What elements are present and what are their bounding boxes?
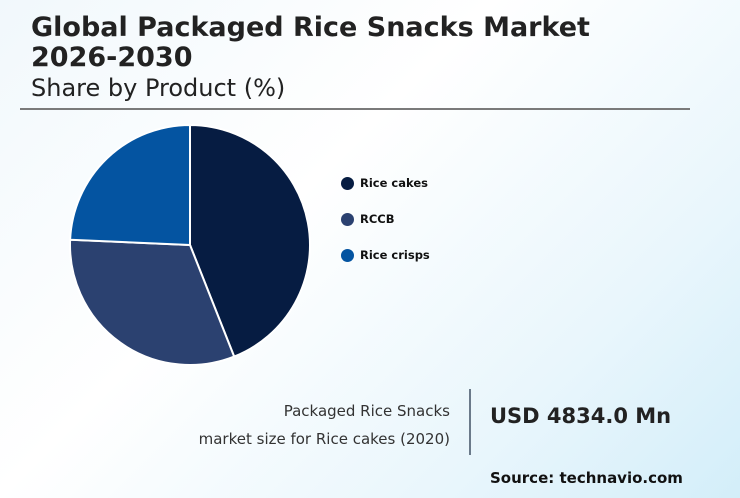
legend-dot-icon xyxy=(341,248,354,262)
legend-label: Rice crisps xyxy=(360,248,430,262)
legend-item-rccb: RCCB xyxy=(341,210,430,228)
legend-item-rice-cakes: Rice cakes xyxy=(341,174,430,192)
pie-chart xyxy=(69,123,311,366)
chart-title: Global Packaged Rice Snacks Market 2026-… xyxy=(31,13,590,73)
pie-slice-rice-cakes xyxy=(189,123,311,358)
legend-dot-icon xyxy=(341,176,354,190)
title-line-2: 2026-2030 xyxy=(31,42,193,73)
header-divider xyxy=(20,108,690,110)
legend-label: RCCB xyxy=(360,212,395,226)
pie-slice-rice-crisps xyxy=(69,123,191,247)
legend-dot-icon xyxy=(341,212,354,226)
chart-subtitle: Share by Product (%) xyxy=(31,74,286,102)
legend-label: Rice cakes xyxy=(360,176,428,190)
pie-slice-rccb xyxy=(69,238,236,366)
title-line-1: Global Packaged Rice Snacks Market xyxy=(31,12,590,43)
stat-separator xyxy=(469,389,471,455)
source-credit: Source: technavio.com xyxy=(490,469,683,487)
market-size-value: USD 4834.0 Mn xyxy=(490,404,672,428)
market-size-label: Packaged Rice Snacks market size for Ric… xyxy=(199,397,450,453)
market-size-label-line-2: market size for Rice cakes (2020) xyxy=(198,430,450,448)
market-size-label-line-1: Packaged Rice Snacks xyxy=(283,402,450,420)
legend: Rice cakes RCCB Rice crisps xyxy=(341,174,430,282)
legend-item-rice-crisps: Rice crisps xyxy=(341,246,430,264)
